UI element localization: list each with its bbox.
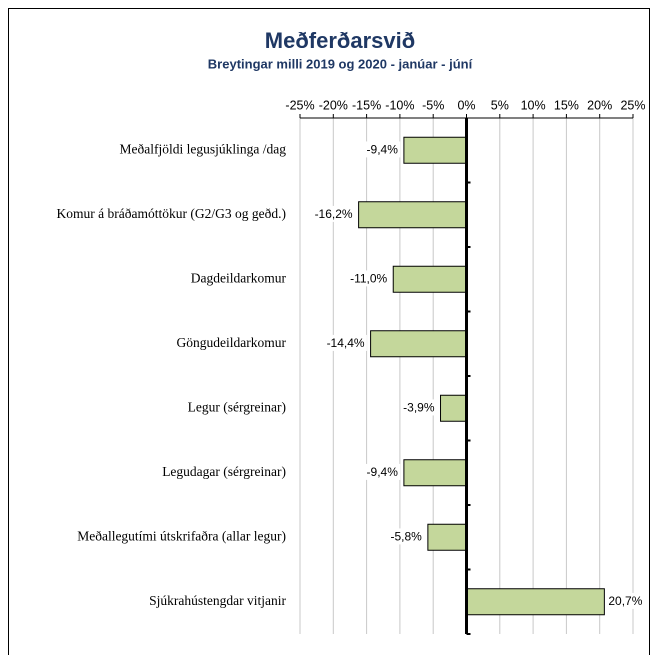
value-label: -11,0% — [350, 271, 387, 285]
y-tick-label: Legudagar (sérgreinar) — [162, 464, 286, 479]
bar — [403, 136, 467, 164]
value-label-bg — [348, 270, 390, 287]
bar — [440, 394, 467, 422]
x-tick-label: -20% — [319, 98, 348, 112]
x-tick-label: -25% — [285, 98, 314, 112]
y-tick-label: Meðalfjöldi legusjúklinga /dag — [120, 141, 287, 156]
bar — [427, 523, 468, 551]
value-label: -16,2% — [315, 207, 353, 221]
value-label: 20,7% — [608, 594, 642, 608]
x-tick-label: 5% — [491, 98, 509, 112]
value-label-bg — [324, 334, 367, 351]
chart-title: Meðferðarsvið — [265, 28, 415, 53]
x-tick-label: -5% — [422, 98, 444, 112]
y-tick-label: Dagdeildarkomur — [191, 270, 287, 285]
value-label-bg — [388, 528, 425, 545]
value-label: -9,4% — [367, 465, 399, 479]
bar — [392, 265, 467, 293]
x-tick-label: 10% — [521, 98, 546, 112]
x-tick-label: 20% — [587, 98, 612, 112]
value-label-bg — [364, 141, 401, 158]
bar — [370, 330, 468, 358]
y-tick-label: Legur (sérgreinar) — [188, 399, 286, 414]
y-tick-label: Meðallegutími útskrifaðra (allar legur) — [77, 528, 286, 543]
chart-frame — [8, 8, 650, 660]
y-tick-label: Komur á bráðamóttökur (G2/G3 og geðd.) — [57, 206, 286, 221]
bar — [358, 201, 467, 229]
x-tick-label: 15% — [554, 98, 579, 112]
value-label: -14,4% — [327, 336, 365, 350]
bar — [403, 459, 467, 487]
x-tick-label: 25% — [620, 98, 645, 112]
x-tick-label: -10% — [385, 98, 414, 112]
value-label: -5,8% — [391, 529, 423, 543]
value-label: -3,9% — [403, 400, 435, 414]
value-label-bg — [364, 463, 401, 480]
value-label-bg — [606, 592, 645, 609]
y-tick-label: Göngudeildarkomur — [177, 335, 287, 350]
chart-subtitle: Breytingar milli 2019 og 2020 - janúar -… — [208, 56, 473, 71]
x-tick-label: 0% — [457, 98, 475, 112]
value-label: -9,4% — [367, 142, 399, 156]
value-label-bg — [312, 205, 355, 222]
value-label-bg — [401, 399, 437, 416]
x-tick-label: -15% — [352, 98, 381, 112]
bar — [466, 588, 605, 616]
y-tick-label: Sjúkrahústengdar vitjanir — [149, 593, 286, 608]
